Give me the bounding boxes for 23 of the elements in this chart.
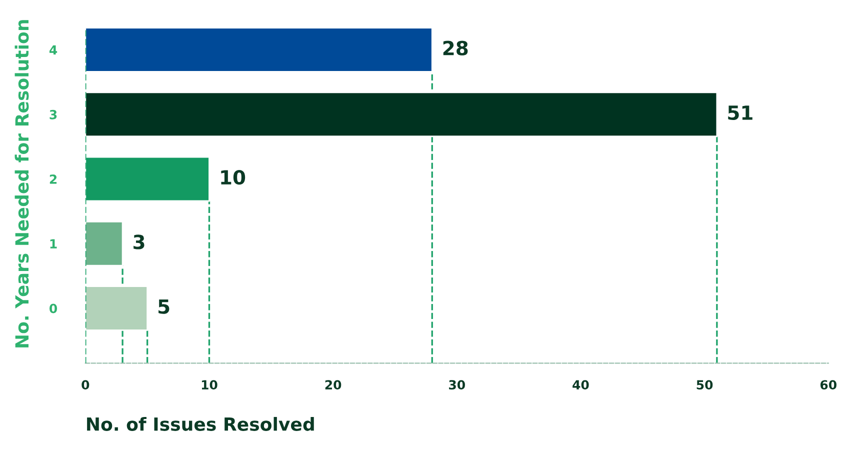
x-tick-label: 30 [449, 380, 465, 390]
x-tick-label: 40 [572, 380, 589, 390]
bar [85, 27, 433, 72]
y-tick-label: 3 [50, 110, 57, 120]
x-tick-label: 0 [82, 380, 90, 390]
data-label: 51 [728, 106, 752, 120]
y-tick-label: 4 [49, 45, 58, 55]
data-label: 3 [134, 234, 144, 250]
y-tick-label: 1 [50, 239, 57, 248]
y-tick-label: 0 [50, 304, 58, 314]
bar [85, 220, 124, 266]
x-axis-title: No. of Issues Resolved [87, 416, 314, 431]
data-label: 28 [443, 40, 468, 56]
bar [85, 92, 718, 138]
y-tick-label: 2 [50, 174, 57, 184]
data-label: 5 [158, 299, 170, 314]
data-label: 10 [221, 170, 246, 185]
bar [85, 286, 148, 331]
y-axis-title: No. Years Needed for Resolution [14, 20, 29, 348]
x-tick-label: 60 [820, 380, 836, 390]
x-tick-label: 50 [696, 380, 713, 390]
x-tick-label: 10 [202, 380, 218, 390]
x-tick-label: 20 [325, 380, 342, 390]
